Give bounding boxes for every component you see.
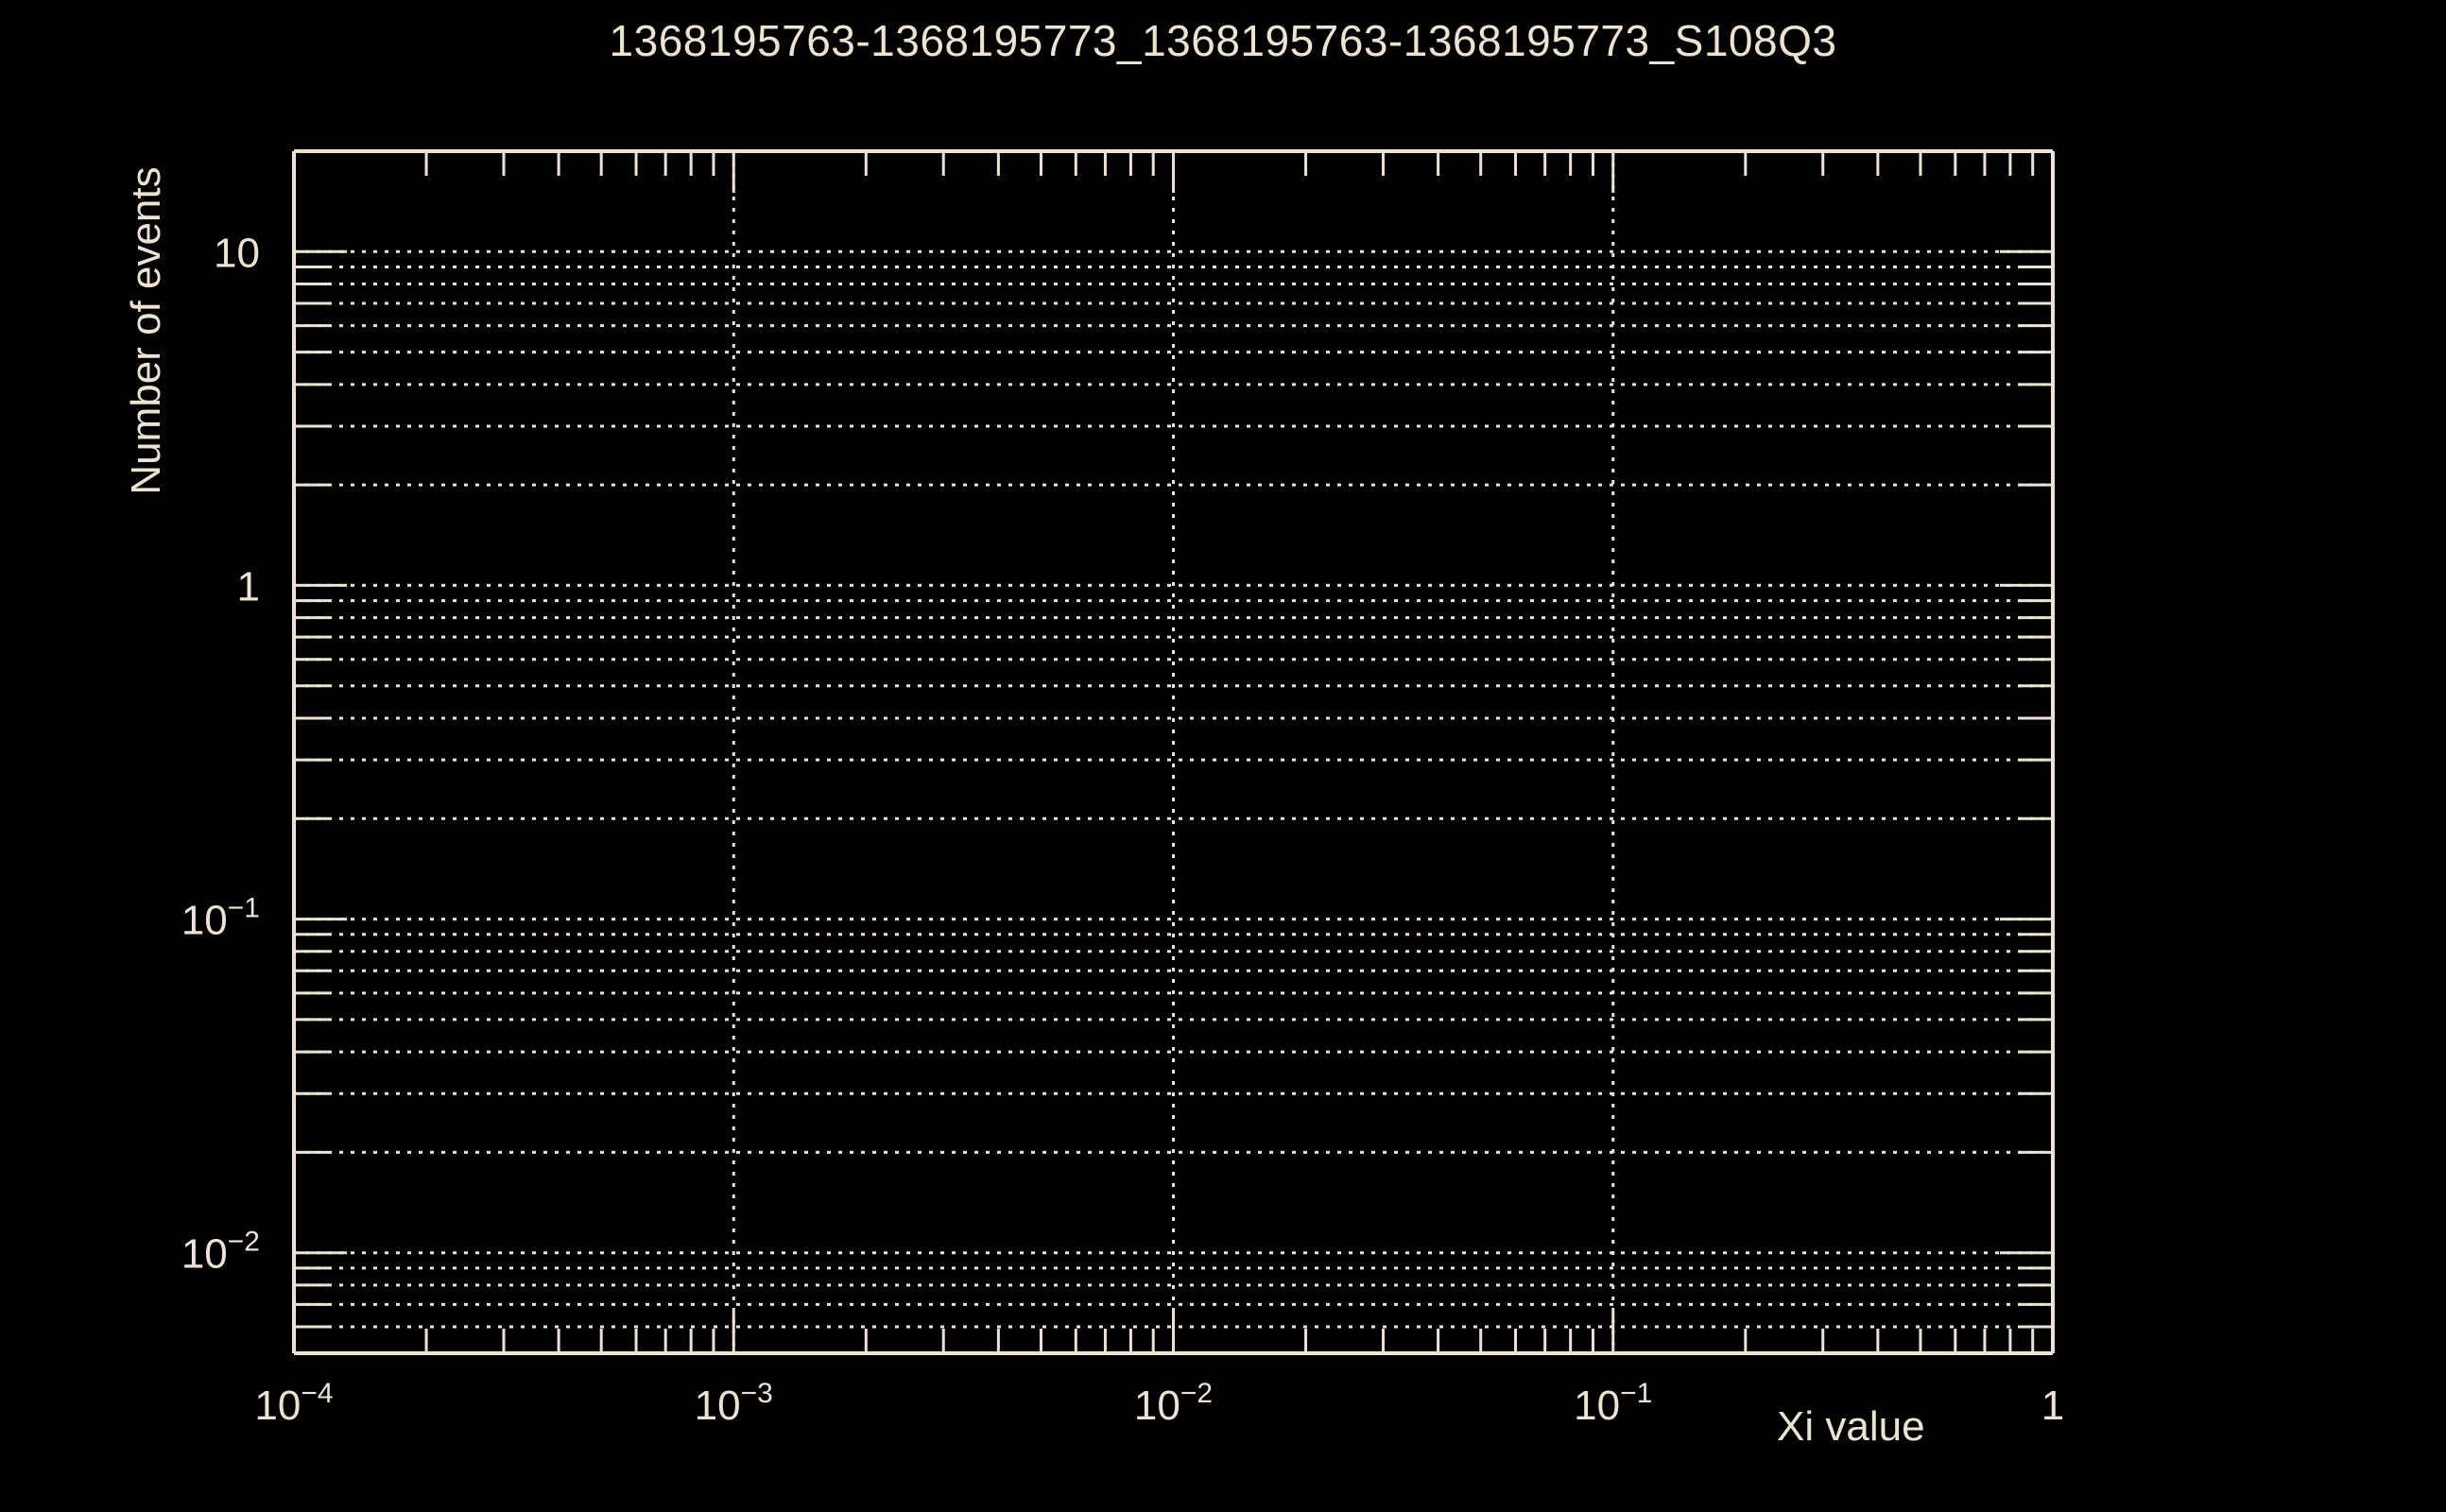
y-tick-label: 10−1 <box>181 893 260 944</box>
x-tick-label: 10−4 <box>254 1378 333 1429</box>
x-axis-title: Xi value <box>1777 1403 1925 1450</box>
x-tick-label: 10−3 <box>695 1378 773 1429</box>
grid-layer <box>294 149 2053 1355</box>
y-tick-label: 1 <box>237 563 260 610</box>
tick-labels: 10−4 10−3 10−2 10−1 1 10 1 10−1 10−2 <box>181 230 2064 1429</box>
x-tick-label: 10−1 <box>1574 1378 1652 1429</box>
x-tick-label: 10−2 <box>1134 1378 1213 1429</box>
page-title: 1368195763-1368195773_1368195763-1368195… <box>609 16 1837 65</box>
tick-marks <box>292 149 2055 1355</box>
y-tick-label: 10−2 <box>181 1227 260 1278</box>
y-tick-label: 10 <box>214 230 260 276</box>
x-tick-label: 1 <box>2041 1383 2064 1429</box>
